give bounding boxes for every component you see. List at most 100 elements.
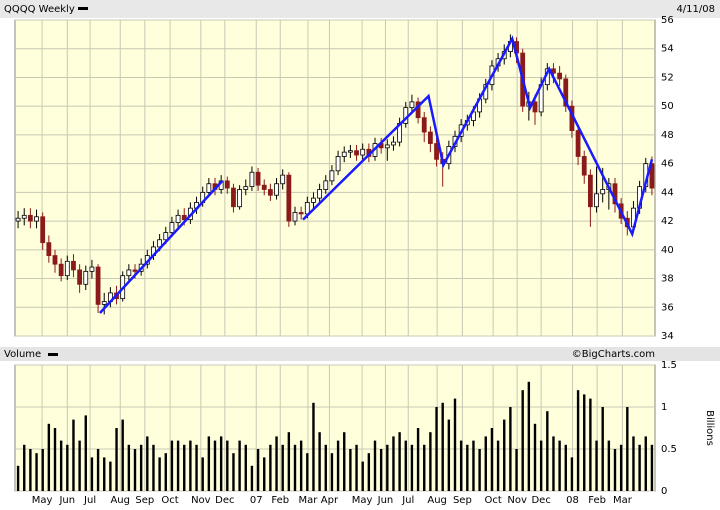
candle-body (311, 197, 316, 203)
volume-bar (410, 444, 414, 491)
trend-line (99, 35, 654, 314)
candle-body (64, 260, 70, 277)
price-plot (14, 19, 656, 337)
legend-swatch (78, 7, 88, 10)
candle-body (600, 189, 606, 195)
candle-body (126, 269, 132, 277)
candle-body (335, 156, 341, 172)
volume-bar (232, 453, 235, 491)
candle-body (391, 141, 396, 146)
x-tick-label: Feb (271, 495, 289, 506)
volume-bar (527, 381, 531, 491)
volume-bar (312, 402, 315, 491)
volume-bar (564, 444, 567, 491)
candle-body (563, 78, 569, 107)
volume-bar (441, 402, 444, 491)
candle-body (421, 117, 427, 133)
candle-body (341, 151, 347, 157)
x-tick-label: Nov (191, 495, 211, 506)
volume-bar (515, 449, 518, 491)
x-tick-label: 08 (566, 495, 579, 506)
volume-bar (146, 436, 149, 491)
candle-body (169, 222, 175, 233)
x-tick-label: Sep (135, 495, 154, 506)
volume-bar (459, 440, 463, 491)
y-tick-label: 46 (661, 159, 674, 170)
candle-body (274, 183, 279, 196)
volume-bar (607, 440, 611, 491)
candle-body (89, 266, 95, 272)
volume-bar (589, 398, 592, 491)
volume-bar (287, 432, 291, 491)
volume-bar (644, 436, 647, 491)
volume-bar (201, 457, 204, 491)
volume-bar (650, 444, 654, 491)
candle-body (575, 130, 581, 157)
x-tick-label: Feb (588, 495, 606, 506)
candle-body (286, 174, 292, 222)
volume-bar (392, 436, 395, 491)
candle-body (101, 301, 107, 305)
candle-body (304, 202, 310, 215)
candle-body (71, 260, 76, 271)
volume-bar (121, 419, 124, 491)
volume-bar (29, 449, 32, 491)
volume-title: Volume (4, 349, 41, 360)
candle-body (557, 72, 563, 80)
candle-body (594, 193, 599, 208)
volume-bar (423, 444, 426, 491)
volume-bar (416, 428, 420, 491)
candle-body (34, 216, 39, 222)
volume-bar (453, 398, 457, 491)
candle-body (267, 189, 273, 196)
volume-bar (613, 449, 617, 491)
volume-bar (219, 436, 223, 491)
volume-bar (619, 444, 623, 491)
volume-bar (318, 432, 321, 491)
volume-bar (601, 407, 604, 491)
volume-bar (349, 449, 352, 491)
x-tick-label: Mar (298, 495, 318, 506)
candle-body (21, 214, 27, 219)
candle-body (58, 263, 64, 277)
candle-body (323, 180, 329, 190)
volume-bar (404, 440, 407, 491)
volume-bar (330, 453, 334, 491)
candle-body (15, 217, 21, 222)
x-tick-label: Jun (377, 495, 394, 506)
y-tick-label: 52 (661, 72, 674, 83)
volume-bar (496, 440, 500, 491)
x-tick-label: Mar (613, 495, 633, 506)
volume-bar (478, 449, 481, 491)
candle-body (95, 266, 101, 305)
volume-bar (533, 423, 537, 491)
candle-body (280, 174, 286, 185)
volume-bar (263, 457, 266, 491)
volume-bar (109, 461, 112, 491)
candle-body (206, 183, 212, 193)
volume-bar (127, 444, 131, 491)
volume-bar (558, 440, 561, 491)
x-tick-label: Jul (401, 495, 414, 506)
volume-bar (16, 465, 20, 491)
volume-bar (398, 432, 401, 491)
volume-bar (521, 390, 524, 491)
y-tick-label: 48 (661, 130, 674, 141)
candle-body (261, 184, 267, 190)
volume-bar (139, 444, 143, 491)
volume-bar (164, 453, 167, 491)
header-bar (0, 0, 720, 18)
volume-bar (306, 453, 309, 491)
candle-body (409, 101, 415, 109)
y-axis-title: Billions (704, 410, 715, 446)
x-tick-label: Jun (58, 495, 75, 506)
volume-bar (632, 436, 635, 491)
x-tick-label: 07 (250, 495, 263, 506)
volume-bar (281, 444, 284, 491)
volume-bar (503, 419, 506, 491)
volume-bar (435, 407, 438, 491)
candle-body (354, 150, 359, 156)
x-tick-label: Aug (110, 495, 130, 506)
volume-bar (250, 465, 254, 491)
date-label: 4/11/08 (676, 4, 715, 15)
